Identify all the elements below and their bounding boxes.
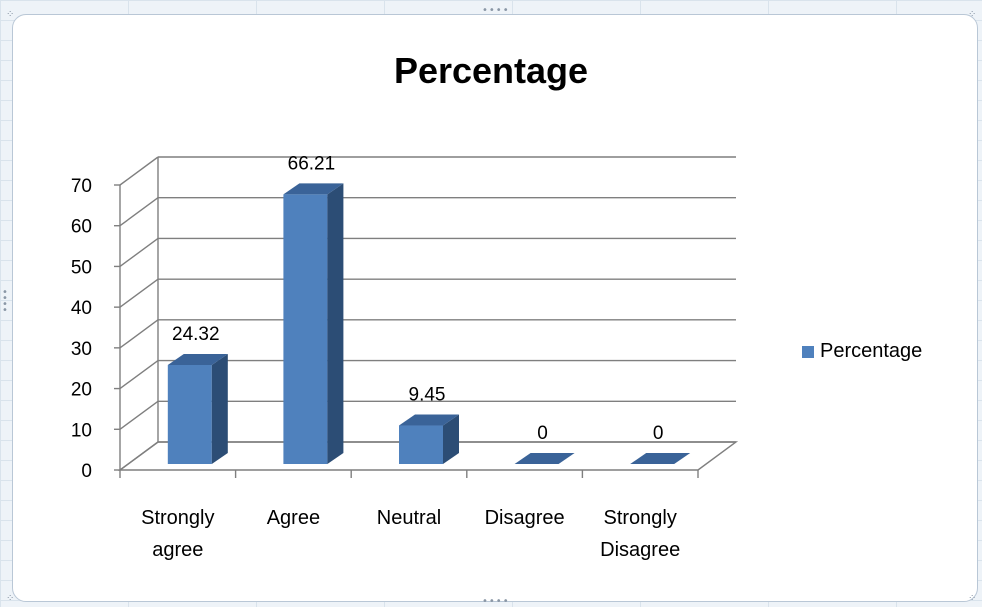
bars [167,183,691,464]
y-tick-label: 10 [71,420,92,441]
gridline-side [119,400,159,430]
x-category-label: Disagree [485,507,565,529]
y-tick-label: 70 [71,176,92,197]
gridline-side [119,360,159,390]
y-tick-label: 30 [71,339,92,360]
data-label: 24.32 [172,324,220,345]
gridline-side [119,278,159,308]
bar-top [283,183,344,195]
bar [167,364,212,464]
y-tick-label: 0 [81,461,92,482]
legend[interactable]: Percentage [802,340,922,363]
bar-side [443,414,459,464]
bar-top [514,453,575,464]
x-category-label: Strongly [604,507,677,529]
resize-handle-bottom-right[interactable]: ⁘ [968,593,978,604]
resize-handle-top-left[interactable]: ⁘ [6,9,16,20]
resize-handle-top[interactable]: •••• [482,5,510,16]
y-tick-label: 50 [71,257,92,278]
bar [399,425,443,464]
x-category-label: agree [152,539,203,561]
legend-label: Percentage [820,340,923,362]
bar-top [399,414,459,426]
bar-top [167,353,228,365]
x-category-label: Strongly [141,507,214,529]
x-category-label: Disagree [600,539,680,561]
gridline-side [119,197,159,227]
x-category-label: Agree [267,507,320,529]
resize-handle-left[interactable]: • • • • [2,287,9,316]
bar-side [327,183,344,464]
floor [117,441,739,471]
legend-swatch [802,345,814,358]
y-tick-label: 40 [71,298,92,319]
resize-handle-bottom-left[interactable]: ⁘ [6,593,16,604]
x-category-label: Neutral [377,507,441,529]
gridline-side [119,237,159,267]
gridlines [117,156,739,471]
bar [283,194,328,464]
data-labels: 24.32 66.21 9.45 0 0 [172,153,663,444]
gridline-side [119,156,159,186]
axes: 0 10 20 30 40 50 60 70 Strongly agree Agree Neutral… [71,157,699,561]
data-label: 0 [537,423,548,444]
gridline-side [119,319,159,349]
chart-area[interactable] [12,14,978,602]
resize-handle-bottom[interactable]: •••• [482,596,510,607]
bar-top [630,453,691,464]
chart-title: Percentage [393,50,589,91]
bar-side [211,353,228,464]
resize-handle-top-right[interactable]: ⁘ [968,9,978,20]
y-tick-label: 60 [71,217,92,238]
data-label: 0 [653,423,664,444]
data-label: 9.45 [409,385,446,406]
data-label: 66.21 [288,153,336,174]
y-tick-label: 20 [71,380,92,401]
